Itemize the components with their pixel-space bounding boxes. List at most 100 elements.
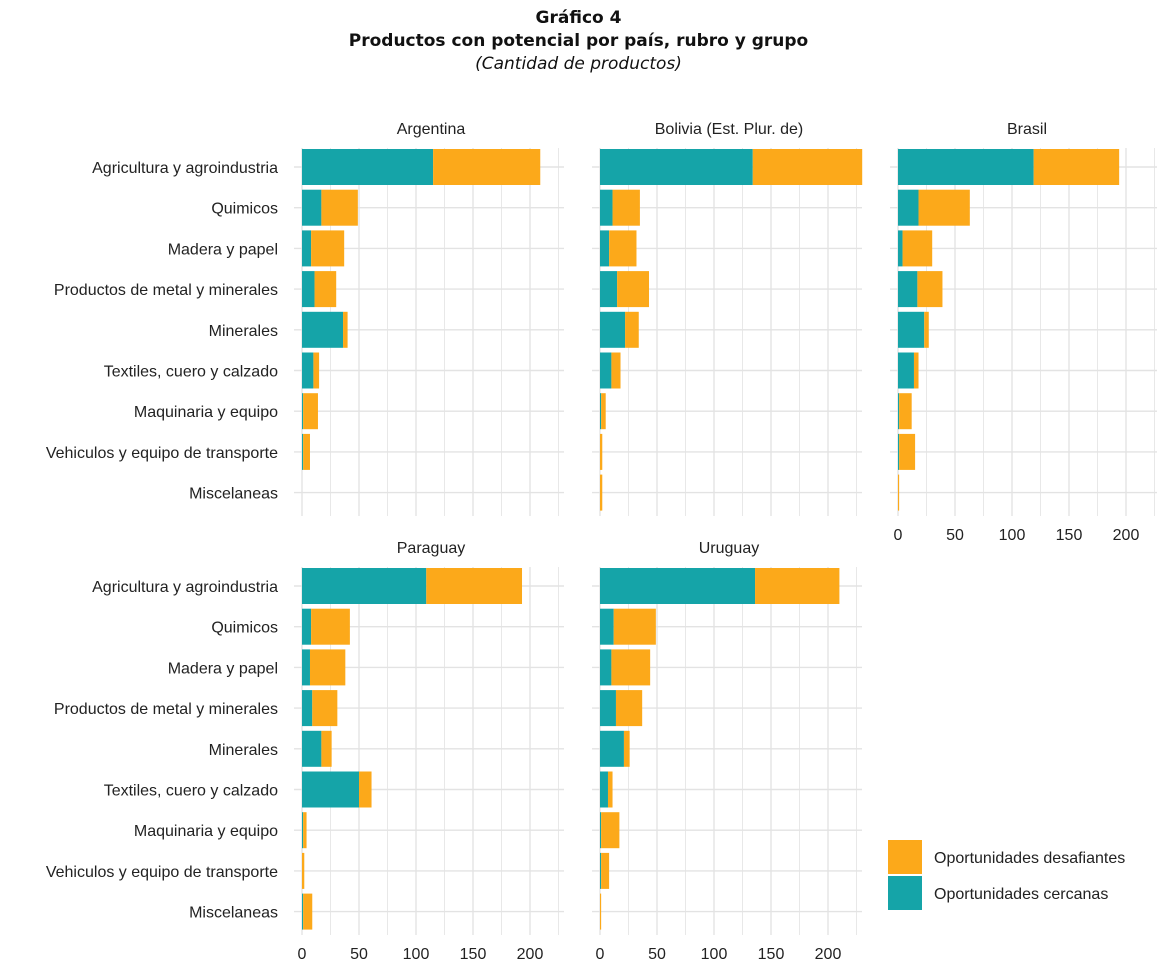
bar-desafiantes [913,352,919,389]
bar-desafiantes [615,690,643,727]
bar-desafiantes [321,189,358,226]
x-tick-label: 0 [596,946,605,963]
bar-desafiantes [303,893,313,930]
x-tick-label: 200 [517,946,544,963]
bar-desafiantes [612,189,640,226]
x-tick-label: 200 [1113,527,1140,544]
bar-desafiantes [311,608,350,645]
bar-desafiantes [303,433,310,470]
category-label: Miscelaneas [189,486,278,503]
category-label: Productos de metal y minerales [54,282,278,299]
bar-desafiantes [600,474,603,511]
x-tick-label: 100 [701,946,728,963]
bar-cercanas [600,189,613,226]
panel-title: Brasil [1007,121,1047,138]
bar-cercanas [302,311,344,348]
category-label: Productos de metal y minerales [54,701,278,718]
bar-cercanas [302,230,312,267]
bar-desafiantes [601,852,610,889]
chart-subtitle: Productos con potencial por país, rubro … [348,31,809,51]
x-tick-label: 50 [350,946,368,963]
category-label: Madera y papel [168,660,278,677]
category-label: Textiles, cuero y calzado [104,364,278,381]
bar-cercanas [600,852,602,889]
x-tick-label: 150 [758,946,785,963]
bar-cercanas [898,311,925,348]
x-tick-label: 200 [815,946,842,963]
bar-desafiantes [433,149,541,185]
bar-cercanas [302,189,322,226]
x-tick-label: 100 [999,527,1026,544]
bar-desafiantes [321,730,332,767]
bar-cercanas [302,568,427,604]
x-tick-label: 150 [460,946,487,963]
bar-cercanas [302,893,304,930]
bar-desafiantes [899,433,916,470]
legend: Oportunidades desafiantes Oportunidades c… [888,840,1125,910]
bar-cercanas [600,730,624,767]
bar-cercanas [302,149,434,185]
bar-cercanas [898,352,914,389]
bar-desafiantes [303,393,318,430]
bar-desafiantes [312,690,338,727]
bar-cercanas [302,649,310,686]
panel-paraguay: Paraguay Agricultura y agroindustria Quimi… [46,540,564,963]
x-tick-label: 0 [298,946,307,963]
bar-cercanas [600,771,608,808]
bar-cercanas [898,149,1034,185]
category-label: Quimicos [211,620,278,637]
category-label: Agricultura y agroindustria [92,579,278,596]
x-tick-label: 50 [946,527,964,544]
category-label: Quimicos [211,201,278,218]
panel-title: Bolivia (Est. Plur. de) [655,121,804,138]
bar-cercanas [898,189,919,226]
bar-desafiantes [609,230,637,267]
panel-title: Paraguay [397,540,466,557]
bar-desafiantes [625,311,639,348]
category-label: Maquinaria y equipo [134,823,278,840]
bar-desafiantes [924,311,929,348]
category-label: Miscelaneas [189,905,278,922]
panel-bolivia-est-plur-de-: Bolivia (Est. Plur. de) [592,121,863,516]
bar-desafiantes [918,189,970,226]
bar-desafiantes [359,771,372,808]
bar-desafiantes [601,812,620,849]
category-label: Minerales [209,323,278,340]
bar-desafiantes [617,271,650,308]
bar-cercanas [898,433,900,470]
bar-cercanas [898,230,903,267]
bar-desafiantes [600,893,602,930]
category-label: Textiles, cuero y calzado [104,783,278,800]
bar-desafiantes [613,608,656,645]
category-label: Madera y papel [168,241,278,258]
bar-desafiantes [1033,149,1120,185]
bar-desafiantes [899,393,912,430]
x-tick-label: 100 [403,946,430,963]
bar-desafiantes [600,433,603,470]
bar-cercanas [600,230,610,267]
bar-desafiantes [623,730,630,767]
panel-uruguay: Uruguay 0 50 100 150 200 [592,540,862,963]
bar-cercanas [898,271,918,308]
bar-desafiantes [313,352,320,389]
bar-cercanas [600,608,614,645]
bar-cercanas [600,649,612,686]
x-tick-label: 50 [648,946,666,963]
category-label: Vehiculos y equipo de transporte [46,864,278,881]
bar-cercanas [302,812,304,849]
bar-cercanas [302,690,313,727]
bar-desafiantes [303,812,307,849]
bar-cercanas [600,568,756,604]
bar-cercanas [302,730,322,767]
panel-title: Argentina [397,121,466,138]
legend-label-cercanas: Oportunidades cercanas [934,886,1108,903]
bar-desafiantes [898,474,900,511]
bar-desafiantes [917,271,943,308]
category-label: Agricultura y agroindustria [92,160,278,177]
bar-cercanas [302,771,359,808]
chart-title: Gráfico 4 [535,8,622,28]
bar-cercanas [302,433,304,470]
x-tick-label: 0 [894,527,903,544]
bar-cercanas [302,393,304,430]
